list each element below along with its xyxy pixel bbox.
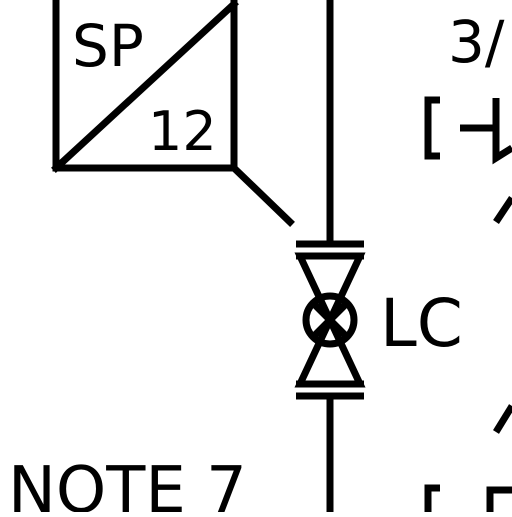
setpoint-box-diagonal: [51, 0, 239, 173]
gate-valve-symbol: [294, 240, 366, 400]
upper-partial-symbol: [492, 98, 512, 165]
valve-actuator-circle: [302, 292, 358, 348]
setpoint-instrument: [51, 0, 295, 227]
upper-partial-diagonal: [493, 196, 512, 224]
valve-body-top-triangle: [294, 252, 366, 329]
lower-partial-symbol: [486, 486, 512, 512]
signal-leader-line: [229, 163, 295, 227]
right-partial-symbols: [424, 96, 512, 512]
lower-partial-diagonal: [493, 404, 512, 434]
note-label: NOTE 7: [8, 454, 247, 512]
valve-status-label: LC: [380, 285, 463, 362]
setpoint-prefix-label: SP: [72, 12, 144, 80]
lower-bracket: [424, 484, 440, 512]
upper-bracket: [424, 96, 440, 160]
valve-circle-cross-b: [310, 300, 350, 340]
top-right-partial-label: 3/: [448, 8, 505, 76]
setpoint-number-label: 12: [148, 100, 217, 163]
